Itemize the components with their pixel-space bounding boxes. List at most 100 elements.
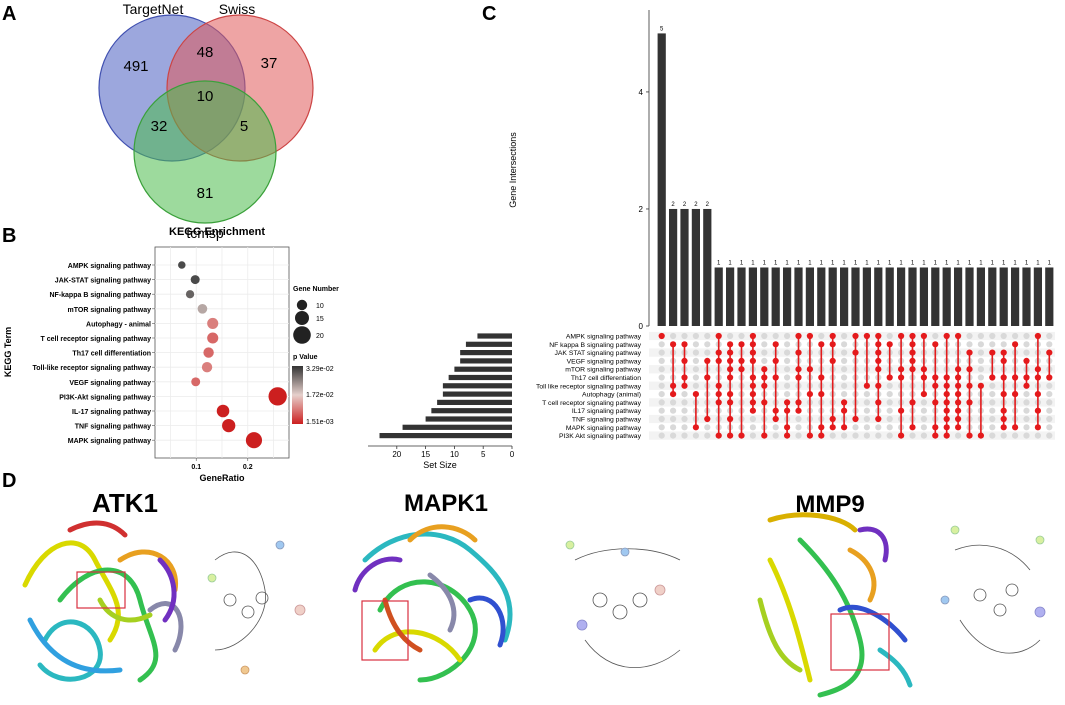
upset-set-name: Autophagy (animal) bbox=[582, 392, 641, 399]
kegg-term-label: Autophagy - animal bbox=[86, 321, 151, 328]
kegg-dot bbox=[207, 332, 219, 344]
upset-intersection-label: 1 bbox=[785, 260, 789, 266]
upset-set-size-bar bbox=[379, 433, 512, 439]
upset-intersection-bar bbox=[714, 267, 723, 326]
upset-matrix-dot bbox=[1046, 407, 1053, 414]
upset-intersection-bar bbox=[668, 208, 678, 326]
upset-intersection-bar bbox=[1033, 267, 1043, 326]
upset-matrix-dot bbox=[658, 391, 665, 398]
panel-label-c: C bbox=[482, 3, 496, 25]
upset-matrix-dot bbox=[886, 424, 893, 431]
set-size-ticks: 20 15 10 5 0 bbox=[392, 446, 515, 459]
upset-matrix-row-band bbox=[649, 431, 1055, 440]
upset-intersection-bar bbox=[760, 267, 769, 326]
size-legend-label: 20 bbox=[316, 333, 324, 340]
kegg-term-labels: AMPK signaling pathway JAK-STAT signaling… bbox=[32, 263, 155, 445]
kegg-term-label: Toll-like receptor signaling pathway bbox=[32, 365, 151, 372]
upset-set-size-bar bbox=[460, 358, 512, 364]
upset-matrix-dot bbox=[692, 349, 700, 356]
kegg-x-tick-label: 0.1 bbox=[191, 464, 201, 471]
upset-y-tick-label: 4 bbox=[639, 88, 644, 97]
set-size-tick-label: 5 bbox=[481, 450, 486, 459]
upset-intersection-bar bbox=[680, 208, 689, 326]
upset-intersection-bar bbox=[657, 33, 666, 326]
upset-matrix-dot bbox=[670, 415, 677, 423]
upset-set-name: AMPK signaling pathway bbox=[566, 334, 642, 341]
kegg-dot bbox=[203, 347, 214, 358]
upset-matrix-dot bbox=[1046, 332, 1053, 340]
interaction-diagram-mmp9 bbox=[940, 525, 1046, 654]
upset-matrix-row-band bbox=[649, 414, 1055, 424]
upset-matrix-dot bbox=[989, 432, 996, 439]
upset-matrix-dot bbox=[886, 391, 893, 398]
venn-count-swiss: 37 bbox=[261, 55, 278, 72]
upset-matrix-dot bbox=[692, 366, 700, 373]
upset-matrix-dot bbox=[1046, 382, 1053, 389]
upset-intersection-label: 1 bbox=[888, 260, 892, 266]
upset-matrix-dot bbox=[920, 399, 928, 406]
upset-matrix-dot bbox=[681, 391, 688, 398]
kegg-title: KEGG Enrichment bbox=[169, 226, 265, 238]
upset-intersection-label: 1 bbox=[717, 260, 721, 266]
upset-set-size-bar bbox=[425, 416, 512, 422]
venn-circle-tcmsp bbox=[133, 80, 277, 224]
upset-intersection-bar bbox=[862, 267, 872, 326]
upset-set-size-bar bbox=[402, 424, 512, 430]
protein-structure-mapk1 bbox=[352, 524, 513, 683]
upset-matrix-dot bbox=[841, 432, 848, 439]
venn-diagram: TargetNet Swiss tcmsp 491 37 81 48 32 5 … bbox=[98, 1, 314, 241]
upset-matrix-row-band bbox=[649, 348, 1055, 357]
upset-intersection-label: 1 bbox=[1048, 260, 1052, 266]
set-size-tick-label: 15 bbox=[421, 450, 430, 459]
kegg-dot bbox=[191, 377, 201, 387]
upset-set-size-bars bbox=[379, 333, 512, 439]
upset-intersection-label: 5 bbox=[660, 26, 664, 32]
upset-matrix-dot bbox=[841, 332, 848, 340]
panel-label-b: B bbox=[2, 225, 16, 247]
upset-intersection-label: 1 bbox=[820, 260, 824, 266]
upset-set-size-bar bbox=[454, 366, 512, 372]
kegg-term-label: PI3K-Akt signaling pathway bbox=[59, 394, 151, 401]
upset-matrix-dot bbox=[932, 332, 939, 340]
upset-y-tick-label: 2 bbox=[639, 205, 644, 214]
upset-matrix-dot bbox=[886, 432, 893, 439]
kegg-dot bbox=[207, 317, 219, 329]
upset-plot: 0 2 4 Gene Intersections 5 2 2 2 2 1 1 1 1 1 1 1 1 1 1 1 1… bbox=[368, 10, 1055, 470]
upset-matrix-dot bbox=[1023, 424, 1030, 431]
upset-matrix-dot bbox=[658, 357, 665, 364]
upset-matrix-dot bbox=[1046, 424, 1053, 431]
venn-count-all: 10 bbox=[197, 88, 214, 105]
upset-matrix-dot bbox=[761, 341, 768, 348]
kegg-dot bbox=[222, 418, 236, 433]
upset-set-size-bar bbox=[442, 391, 512, 397]
upset-set-name: VEGF signaling pathway bbox=[567, 358, 642, 365]
kegg-term-label: VEGF signaling pathway bbox=[69, 380, 151, 387]
upset-matrix-dot bbox=[989, 399, 996, 406]
kegg-term-label: NF-kappa B signaling pathway bbox=[49, 292, 151, 299]
upset-matrix-dot bbox=[681, 424, 688, 431]
upset-intersection-label: 1 bbox=[945, 260, 949, 266]
upset-intersection-label: 1 bbox=[1025, 260, 1029, 266]
upset-matrix-dot bbox=[977, 341, 985, 348]
upset-matrix-dot bbox=[1000, 332, 1007, 340]
color-legend-bar bbox=[292, 366, 303, 424]
upset-matrix-dot bbox=[920, 432, 928, 439]
upset-intersection-bar bbox=[885, 267, 894, 326]
upset-matrix-dot bbox=[1023, 332, 1030, 340]
upset-intersection-label: 1 bbox=[1036, 260, 1040, 266]
upset-matrix-dot bbox=[784, 357, 791, 364]
upset-matrix-dot bbox=[920, 407, 928, 414]
upset-matrix-dot bbox=[841, 382, 848, 389]
upset-matrix-dot bbox=[841, 366, 848, 373]
upset-matrix-dot bbox=[692, 341, 700, 348]
upset-matrix bbox=[649, 331, 1055, 440]
upset-intersection-label: 1 bbox=[763, 260, 767, 266]
upset-matrix-dot bbox=[692, 357, 700, 364]
docking-panel: ATK1 MAPK1 MMP9 bbox=[22, 488, 1046, 698]
upset-matrix-dot bbox=[784, 341, 791, 348]
upset-matrix-dot bbox=[977, 374, 985, 381]
upset-matrix-dot bbox=[704, 349, 711, 356]
upset-matrix-dot bbox=[1046, 391, 1053, 398]
upset-intersection-bar bbox=[908, 267, 917, 326]
upset-intersection-label: 2 bbox=[706, 202, 710, 208]
